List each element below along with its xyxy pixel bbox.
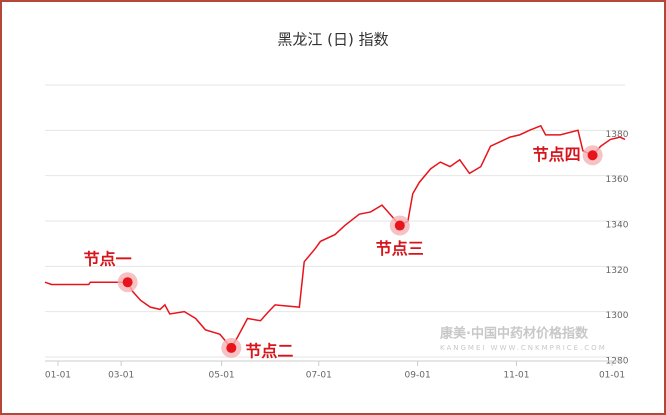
x-tick-label: 03-01	[108, 371, 134, 381]
watermark-title: 康美·中国中药材价格指数	[440, 326, 589, 342]
x-tick-label: 07-01	[306, 371, 332, 381]
x-tick-label: 09-01	[405, 371, 431, 381]
node-marker	[394, 220, 405, 231]
node-label: 节点一	[84, 250, 132, 269]
x-tick-label: 01-01	[45, 371, 71, 381]
node-marker	[587, 150, 598, 161]
node-marker	[122, 277, 133, 288]
node-marker	[226, 342, 237, 353]
x-tick-label: 05-01	[209, 371, 235, 381]
x-tick-label: 01-01	[599, 371, 625, 381]
x-tick-label: 11-01	[503, 371, 529, 381]
node-label: 节点三	[376, 239, 424, 258]
y-tick-label: 1320	[606, 266, 629, 276]
y-tick-label: 1380	[606, 130, 629, 140]
y-tick-label: 1360	[606, 175, 629, 185]
watermark-url: KANGMEI WWW.CNKMPRICE.COM	[440, 344, 607, 352]
line	[44, 124, 626, 350]
node-label: 节点二	[245, 341, 293, 360]
y-tick-label: 1300	[606, 311, 629, 321]
y-tick-label: 1340	[606, 221, 629, 231]
node-label: 节点四	[533, 145, 581, 164]
chart-title: 黑龙江 (日) 指数	[277, 31, 388, 49]
